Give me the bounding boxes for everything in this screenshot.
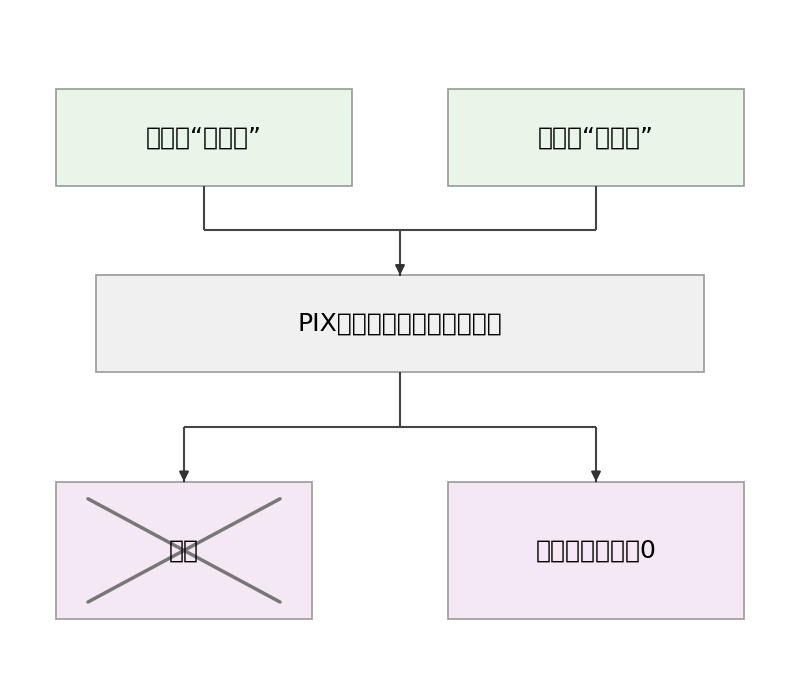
Bar	[448, 89, 744, 186]
Bar	[96, 275, 704, 372]
Text: 存在：“张山风”: 存在：“张山风”	[538, 126, 654, 149]
Text: PIX管理器身份信息匹配算法: PIX管理器身份信息匹配算法	[298, 312, 502, 335]
Bar	[448, 482, 744, 619]
Text: 不匹配，符合度0: 不匹配，符合度0	[535, 539, 657, 562]
Bar	[56, 482, 312, 619]
Bar	[56, 89, 352, 186]
Text: 查找：“张三丰”: 查找：“张三丰”	[146, 126, 262, 149]
Text: 匹配: 匹配	[169, 539, 199, 562]
